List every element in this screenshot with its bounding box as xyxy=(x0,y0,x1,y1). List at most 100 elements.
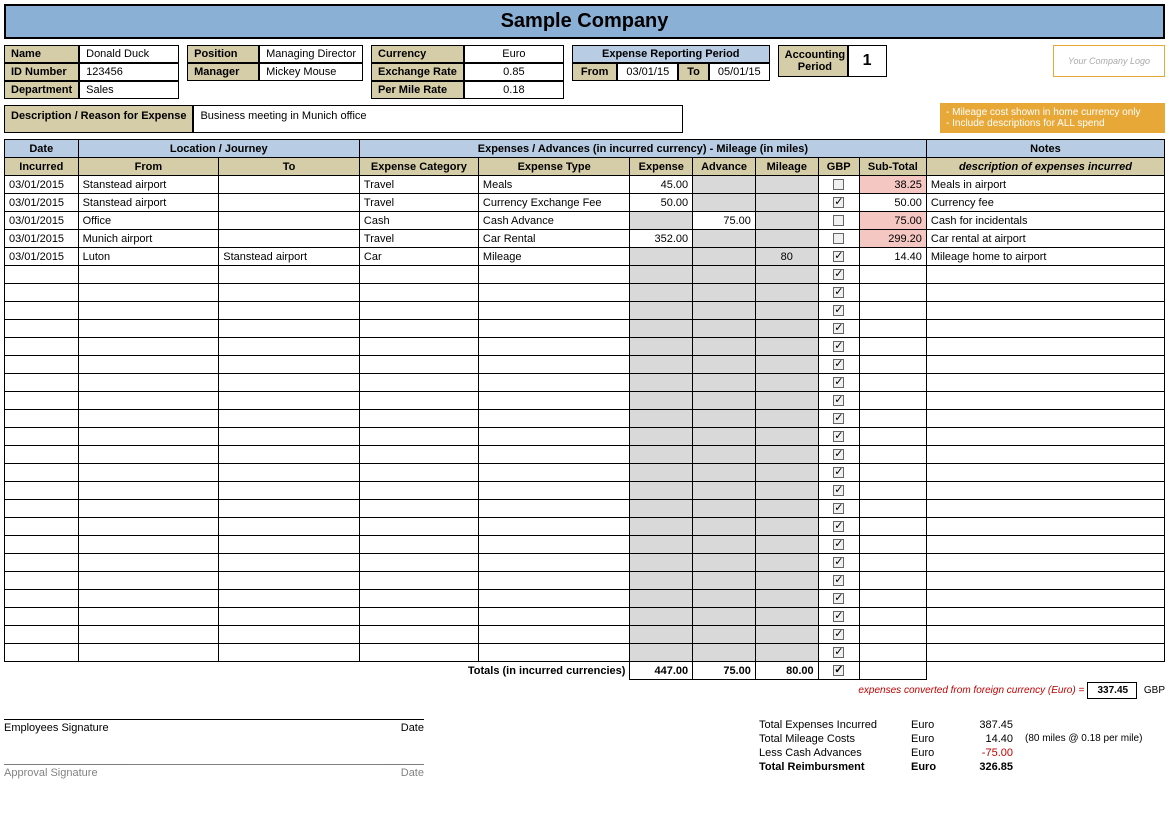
cell-expense[interactable]: 45.00 xyxy=(630,176,693,194)
cell-gbp[interactable] xyxy=(818,212,859,230)
cell-note[interactable]: Meals in airport xyxy=(926,176,1164,194)
rate-value[interactable]: 0.85 xyxy=(464,63,564,81)
table-row-empty[interactable] xyxy=(5,626,1165,644)
col-expense: Expense xyxy=(630,158,693,176)
desc-value[interactable]: Business meeting in Munich office xyxy=(193,105,683,133)
dept-value[interactable]: Sales xyxy=(79,81,179,99)
table-row-empty[interactable] xyxy=(5,302,1165,320)
cell-cat[interactable]: Cash xyxy=(359,212,478,230)
cell-note[interactable]: Mileage home to airport xyxy=(926,248,1164,266)
cell-date[interactable]: 03/01/2015 xyxy=(5,212,79,230)
cell-cat[interactable]: Car xyxy=(359,248,478,266)
summary-block: Total Expenses IncurredEuro387.45Total M… xyxy=(759,719,1165,809)
cell-expense[interactable] xyxy=(630,212,693,230)
table-row-empty[interactable] xyxy=(5,338,1165,356)
cell-mileage[interactable]: 80 xyxy=(755,248,818,266)
table-row-empty[interactable] xyxy=(5,392,1165,410)
cell-gbp[interactable] xyxy=(818,230,859,248)
cell-mileage[interactable] xyxy=(755,212,818,230)
cell-to[interactable] xyxy=(219,212,360,230)
cell-date[interactable]: 03/01/2015 xyxy=(5,248,79,266)
cell-from[interactable]: Munich airport xyxy=(78,230,219,248)
cell-from[interactable]: Stanstead airport xyxy=(78,194,219,212)
cell-note[interactable]: Car rental at airport xyxy=(926,230,1164,248)
manager-value[interactable]: Mickey Mouse xyxy=(259,63,363,81)
col-location-group: Location / Journey xyxy=(78,140,359,158)
cell-mileage[interactable] xyxy=(755,176,818,194)
table-row-empty[interactable] xyxy=(5,374,1165,392)
currency-value[interactable]: Euro xyxy=(464,45,564,63)
cell-expense[interactable]: 352.00 xyxy=(630,230,693,248)
mile-rate-value[interactable]: 0.18 xyxy=(464,81,564,99)
table-row-empty[interactable] xyxy=(5,536,1165,554)
cell-to[interactable]: Stanstead airport xyxy=(219,248,360,266)
cell-from[interactable]: Office xyxy=(78,212,219,230)
table-row-empty[interactable] xyxy=(5,482,1165,500)
cell-note[interactable]: Cash for incidentals xyxy=(926,212,1164,230)
table-row-empty[interactable] xyxy=(5,590,1165,608)
cell-advance[interactable] xyxy=(693,194,756,212)
cell-cat[interactable]: Travel xyxy=(359,176,478,194)
cell-gbp[interactable] xyxy=(818,248,859,266)
cell-advance[interactable] xyxy=(693,248,756,266)
table-row-empty[interactable] xyxy=(5,464,1165,482)
col-advance: Advance xyxy=(693,158,756,176)
table-row[interactable]: 03/01/2015Stanstead airport TravelMeals45… xyxy=(5,176,1165,194)
cell-subtotal: 14.40 xyxy=(859,248,926,266)
table-row[interactable]: 03/01/2015Munich airport TravelCar Rental… xyxy=(5,230,1165,248)
cell-type[interactable]: Car Rental xyxy=(478,230,629,248)
cell-mileage[interactable] xyxy=(755,230,818,248)
table-row[interactable]: 03/01/2015LutonStanstead airportCarMilea… xyxy=(5,248,1165,266)
table-row-empty[interactable] xyxy=(5,572,1165,590)
cell-advance[interactable] xyxy=(693,230,756,248)
table-row-empty[interactable] xyxy=(5,554,1165,572)
table-row-empty[interactable] xyxy=(5,644,1165,662)
table-row-empty[interactable] xyxy=(5,266,1165,284)
table-row-empty[interactable] xyxy=(5,500,1165,518)
cell-type[interactable]: Mileage xyxy=(478,248,629,266)
table-row-empty[interactable] xyxy=(5,446,1165,464)
cell-date[interactable]: 03/01/2015 xyxy=(5,230,79,248)
position-value[interactable]: Managing Director xyxy=(259,45,363,63)
summary-extra xyxy=(1025,719,1165,731)
cell-type[interactable]: Cash Advance xyxy=(478,212,629,230)
cell-gbp[interactable] xyxy=(818,194,859,212)
to-value[interactable]: 05/01/15 xyxy=(709,63,770,81)
cell-cat[interactable]: Travel xyxy=(359,230,478,248)
table-row[interactable]: 03/01/2015Stanstead airportTravelCurrenc… xyxy=(5,194,1165,212)
acct-value[interactable]: 1 xyxy=(848,45,887,77)
table-row-empty[interactable] xyxy=(5,284,1165,302)
cell-mileage[interactable] xyxy=(755,194,818,212)
cell-note[interactable]: Currency fee xyxy=(926,194,1164,212)
totals-mileage: 80.00 xyxy=(755,662,818,680)
table-row-empty[interactable] xyxy=(5,428,1165,446)
cell-cat[interactable]: Travel xyxy=(359,194,478,212)
name-value[interactable]: Donald Duck xyxy=(79,45,179,63)
cell-to[interactable] xyxy=(219,194,360,212)
id-value[interactable]: 123456 xyxy=(79,63,179,81)
table-row[interactable]: 03/01/2015OfficeCashCash Advance75.0075.… xyxy=(5,212,1165,230)
position-label: Position xyxy=(187,45,259,63)
cell-type[interactable]: Currency Exchange Fee xyxy=(478,194,629,212)
table-row-empty[interactable] xyxy=(5,518,1165,536)
cell-to[interactable] xyxy=(219,230,360,248)
logo-placeholder: Your Company Logo xyxy=(1053,45,1165,77)
cell-date[interactable]: 03/01/2015 xyxy=(5,194,79,212)
cell-to[interactable] xyxy=(219,176,360,194)
table-row-empty[interactable] xyxy=(5,410,1165,428)
table-row-empty[interactable] xyxy=(5,608,1165,626)
cell-gbp[interactable] xyxy=(818,176,859,194)
cell-type[interactable]: Meals xyxy=(478,176,629,194)
from-value[interactable]: 03/01/15 xyxy=(617,63,678,81)
cell-expense[interactable]: 50.00 xyxy=(630,194,693,212)
cell-advance[interactable]: 75.00 xyxy=(693,212,756,230)
cell-from[interactable]: Luton xyxy=(78,248,219,266)
table-row-empty[interactable] xyxy=(5,320,1165,338)
cell-subtotal: 38.25 xyxy=(859,176,926,194)
cell-advance[interactable] xyxy=(693,176,756,194)
cell-from[interactable]: Stanstead airport xyxy=(78,176,219,194)
emp-signature-date: Date xyxy=(401,722,424,734)
cell-expense[interactable] xyxy=(630,248,693,266)
table-row-empty[interactable] xyxy=(5,356,1165,374)
cell-date[interactable]: 03/01/2015 xyxy=(5,176,79,194)
